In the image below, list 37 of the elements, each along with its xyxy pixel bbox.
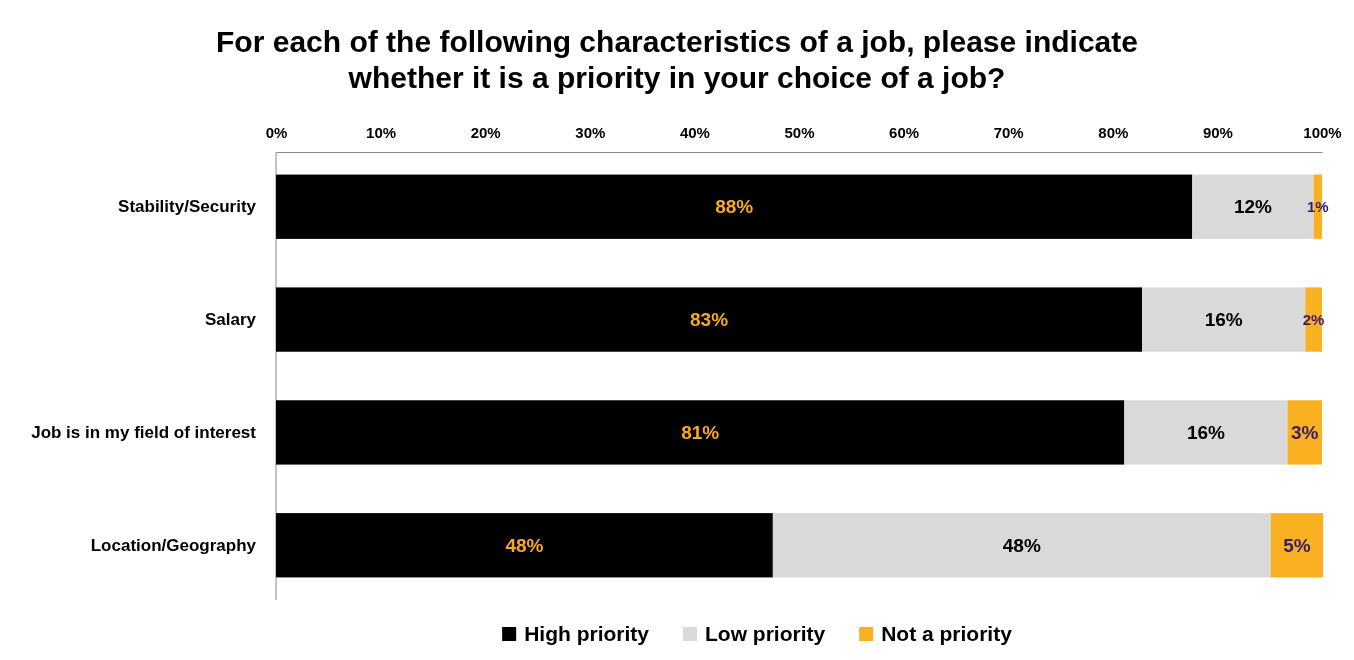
data-label: 16% (1186, 422, 1226, 444)
data-label: 3% (1291, 422, 1319, 444)
data-label: 81% (681, 422, 720, 444)
legend-label: Low priority (704, 622, 826, 645)
legend-label: High priority (524, 622, 650, 645)
x-tick-label: 100% (1303, 124, 1342, 141)
data-label: 83% (690, 309, 729, 331)
y-tick-label: Job is in my field of interest (31, 422, 257, 442)
bar (276, 513, 773, 578)
x-tick-label: 0% (265, 124, 288, 141)
x-tick-label: 40% (679, 124, 710, 141)
data-label: 48% (505, 534, 544, 556)
bar (772, 513, 1271, 578)
bar (1124, 400, 1288, 465)
bar (1270, 513, 1324, 578)
x-tick-label: 10% (366, 124, 397, 141)
y-tick-label: Salary (204, 310, 257, 330)
legend-label: Not a priority (881, 622, 1013, 645)
data-label: 48% (1002, 534, 1041, 556)
bar (276, 400, 1125, 465)
bar (1287, 400, 1322, 465)
y-tick-label: Location/Geography (90, 535, 257, 555)
chart-title: For each of the following characteristics of a job, please indicate whether it is a priority in your choice of a job? (216, 25, 1138, 94)
data-label: 5% (1283, 534, 1311, 556)
x-tick-label: 90% (1202, 124, 1233, 141)
y-tick-label: Stability/Security (118, 197, 257, 217)
bar (276, 174, 1193, 239)
x-tick-label: 80% (1098, 124, 1129, 141)
x-tick-label: 30% (575, 124, 606, 141)
x-tick-label: 20% (470, 124, 501, 141)
x-tick-label: 60% (889, 124, 920, 141)
data-label: 88% (715, 196, 754, 218)
data-label: 16% (1204, 309, 1243, 331)
data-label: 12% (1233, 196, 1273, 218)
bar (276, 287, 1143, 352)
x-tick-label: 70% (993, 124, 1024, 141)
x-tick-label: 50% (784, 124, 815, 141)
